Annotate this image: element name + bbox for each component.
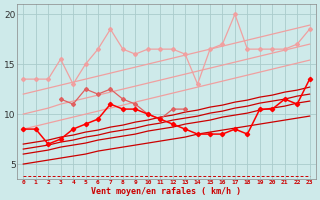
X-axis label: Vent moyen/en rafales ( km/h ): Vent moyen/en rafales ( km/h ) — [92, 187, 242, 196]
